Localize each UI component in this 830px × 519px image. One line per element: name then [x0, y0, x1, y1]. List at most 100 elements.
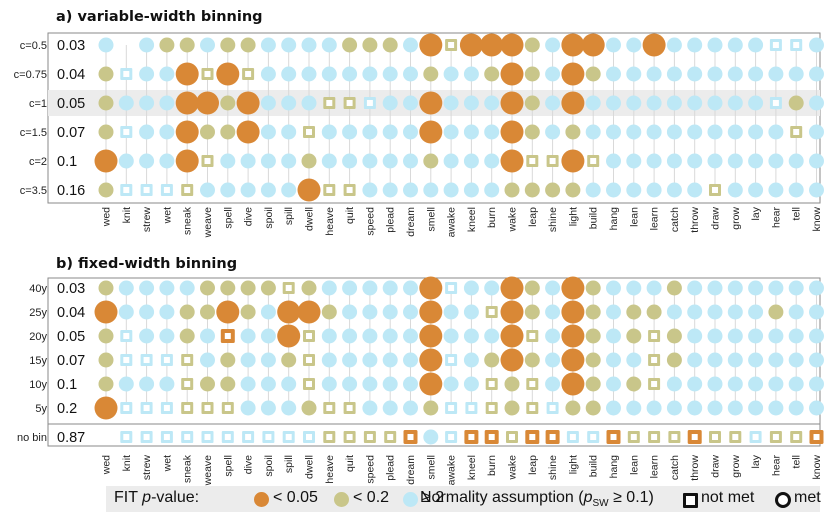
panel-b-cell	[500, 348, 524, 372]
panel-a-verb-label: wet	[161, 207, 173, 224]
panel-b-cell	[500, 324, 524, 348]
panel-a-cell	[727, 182, 743, 198]
panel-b-cell	[443, 328, 459, 344]
panel-b-verb-label: knit	[121, 455, 133, 471]
panel-a-cell	[606, 182, 621, 198]
panel-b-cell	[606, 280, 621, 296]
panel-a-cell	[220, 153, 236, 169]
panel-b-cell-hole	[651, 357, 658, 363]
panel-b-cell	[200, 304, 215, 320]
panel-a-cell	[260, 124, 276, 140]
panel-a-cell	[707, 37, 723, 53]
panel-b-cell	[382, 328, 398, 344]
panel-a-verb-label: wed	[101, 207, 113, 227]
panel-b-cell	[768, 328, 784, 344]
panel-b-verb-label: strew	[141, 455, 153, 481]
panel-b-cell	[606, 352, 621, 368]
panel-b-cell	[423, 400, 439, 416]
panel-a-cell	[281, 124, 297, 140]
panel-b-cell	[342, 304, 358, 320]
panel-b-cell	[362, 328, 378, 344]
panel-a-verb-label: throw	[689, 207, 701, 233]
panel-a-cell	[809, 95, 824, 111]
panel-b-cell	[585, 328, 601, 344]
panel-a-cell	[626, 95, 642, 111]
panel-b-cell	[809, 280, 824, 296]
panel-a-cell	[98, 124, 114, 140]
panel-a-cell	[423, 182, 439, 198]
panel-b-cell	[220, 280, 236, 296]
panel-a-cell	[707, 124, 723, 140]
panel-a-row-label: c=2	[29, 156, 47, 168]
panel-b-nobin-cell-hole	[488, 434, 495, 440]
panel-b-cell	[463, 376, 479, 392]
panel-a-cell	[175, 91, 199, 115]
panel-b-row-label: 5y	[35, 403, 47, 415]
panel-b-cell	[504, 376, 520, 392]
panel-a-verb-label: tell	[791, 207, 803, 220]
panel-a-verb-label: smell	[425, 207, 437, 232]
panel-b-cell	[382, 400, 398, 416]
panel-b-cell	[788, 328, 804, 344]
panel-a-cell	[748, 95, 764, 111]
panel-a-cell	[459, 33, 483, 57]
panel-a-cell	[500, 33, 524, 57]
panel-a-verb-label: build	[588, 207, 600, 229]
panel-b-cell	[403, 376, 418, 392]
panel-a-cell-hole	[143, 187, 150, 193]
panel-b-nobin-cell-hole	[366, 434, 373, 440]
panel-b-cell	[118, 280, 134, 296]
panel-b-cell-hole	[448, 405, 455, 411]
panel-a-cell	[809, 153, 824, 169]
panel-b-cell	[403, 400, 418, 416]
panel-a-cell	[423, 66, 439, 82]
panel-b-cell	[179, 328, 195, 344]
panel-a-cell	[443, 95, 459, 111]
panel-b-cell	[98, 376, 114, 392]
panel-a-verb-label: spoil	[263, 207, 275, 229]
panel-a-cell	[500, 91, 524, 115]
panel-b-cell	[179, 280, 195, 296]
panel-a-row-pvalue: 0.03	[57, 38, 85, 54]
panel-b-cell	[687, 376, 703, 392]
panel-a-cell	[626, 66, 642, 82]
panel-a-cell	[159, 95, 175, 111]
panel-a-cell	[788, 153, 804, 169]
panel-a-cell	[342, 153, 358, 169]
legend-fit-label: FIT p-value:	[114, 489, 200, 506]
panel-a-cell	[646, 182, 662, 198]
panel-a-cell	[281, 66, 297, 82]
panel-b-cell	[200, 328, 215, 344]
panel-b-cell-hole	[488, 381, 495, 387]
panel-b-cell	[98, 328, 114, 344]
panel-a-cell	[419, 33, 443, 57]
panel-a-cell	[500, 120, 524, 144]
panel-b-cell	[748, 328, 764, 344]
panel-a-cell	[159, 153, 175, 169]
panel-b-nobin-cell-hole	[651, 434, 658, 440]
panel-b-cell-hole	[468, 405, 475, 411]
panel-a-cell	[561, 149, 585, 173]
panel-b-cell	[768, 280, 784, 296]
legend-not-met: not met	[701, 489, 755, 506]
panel-b-cell	[463, 280, 479, 296]
panel-a-cell	[646, 95, 662, 111]
panel-b-cell	[606, 376, 621, 392]
panel-b-nobin-cell-hole	[569, 434, 576, 440]
panel-b-cell	[585, 376, 601, 392]
panel-b-cell	[545, 280, 561, 296]
panel-a-cell	[500, 62, 524, 86]
panel-b-cell	[484, 352, 500, 368]
panel-b-cell	[362, 400, 378, 416]
panel-a-cell	[626, 153, 642, 169]
panel-b-cell	[342, 376, 358, 392]
panel-a-cell	[545, 124, 561, 140]
panel-b-row-pvalue: 0.1	[57, 377, 77, 393]
panel-a-cell	[382, 95, 398, 111]
panel-a-cell	[179, 37, 195, 53]
panel-b-verb-label: spoil	[263, 455, 275, 477]
panel-a-cell	[220, 95, 236, 111]
panel-b-cell	[500, 276, 524, 300]
panel-a-cell	[707, 95, 723, 111]
panel-a-cell-hole	[184, 187, 191, 193]
